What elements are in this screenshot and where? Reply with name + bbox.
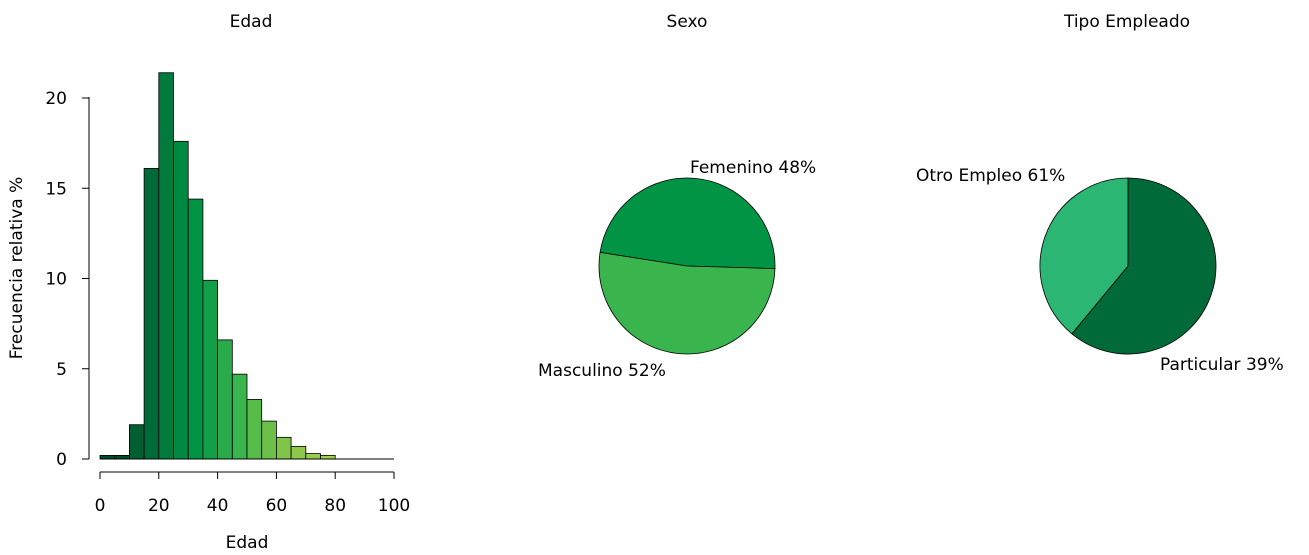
y-tick-label: 5 <box>56 360 67 380</box>
histogram-bar-10-15 <box>128 424 145 460</box>
histogram-bar-35-40 <box>202 279 218 460</box>
histogram-title: Edad <box>230 12 273 32</box>
pie-sexo-label-femenino: Femenino 48% <box>690 158 816 178</box>
y-tick-label: 0 <box>56 450 67 470</box>
y-tick-label: 20 <box>45 89 67 109</box>
pie-sexo-title: Sexo <box>667 12 708 32</box>
x-tick-label: 60 <box>266 496 288 516</box>
x-axis-label: Edad <box>226 533 269 553</box>
x-axis-ticks: 0 20 40 60 80 100 <box>95 472 410 516</box>
pie-sexo-slices <box>598 177 776 355</box>
histogram-bar-50-55 <box>246 399 263 460</box>
x-tick-label: 0 <box>95 496 106 516</box>
histogram-bar-70-75 <box>305 453 321 460</box>
y-tick-label: 10 <box>45 270 67 290</box>
x-tick-label: 100 <box>378 496 410 516</box>
histogram-bar-20-25 <box>158 72 174 460</box>
pie-tipo-slices <box>1039 177 1217 355</box>
y-tick-label: 15 <box>45 179 67 199</box>
pie-tipo-slice-0 <box>1071 177 1217 355</box>
histogram-bar-25-30 <box>173 140 189 460</box>
pie-sexo-label-masculino: Masculino 52% <box>538 361 666 381</box>
histogram-bar-5-10 <box>114 454 130 460</box>
histogram-bar-55-60 <box>261 420 277 460</box>
histogram-bars <box>99 72 394 460</box>
histogram-bar-45-50 <box>231 373 248 460</box>
histogram-bar-0-5 <box>99 454 116 460</box>
pie-sexo-slice-0 <box>599 177 776 270</box>
y-axis-label: Frecuencia relativa % <box>7 177 27 360</box>
x-tick-label: 20 <box>148 496 170 516</box>
x-tick-label: 80 <box>324 496 346 516</box>
histogram-bar-15-20 <box>143 167 160 460</box>
pie-sexo-slice-1 <box>598 251 776 355</box>
histogram-bar-60-65 <box>275 436 292 460</box>
histogram-bar-65-70 <box>290 445 307 460</box>
pie-tipo-empleado: Tipo Empleado Otro Empleo 61% Particular… <box>916 12 1284 375</box>
histogram-bar-40-45 <box>217 339 233 460</box>
histogram-edad: Edad 0 5 10 15 20 0 20 40 60 80 100 Edad Frecuenc… <box>7 12 410 553</box>
pie-tipo-label-particular: Particular 39% <box>1160 355 1284 375</box>
y-axis-ticks: 0 5 10 15 20 <box>45 89 89 470</box>
histogram-bar-75-80 <box>320 454 336 460</box>
x-tick-label: 40 <box>207 496 229 516</box>
pie-tipo-slice-1 <box>1039 177 1129 335</box>
pie-tipo-title: Tipo Empleado <box>1063 12 1190 32</box>
pie-sexo: Sexo Femenino 48% Masculino 52% <box>538 12 816 381</box>
pie-tipo-label-otro-empleo: Otro Empleo 61% <box>916 166 1065 186</box>
histogram-bar-30-35 <box>187 198 204 460</box>
